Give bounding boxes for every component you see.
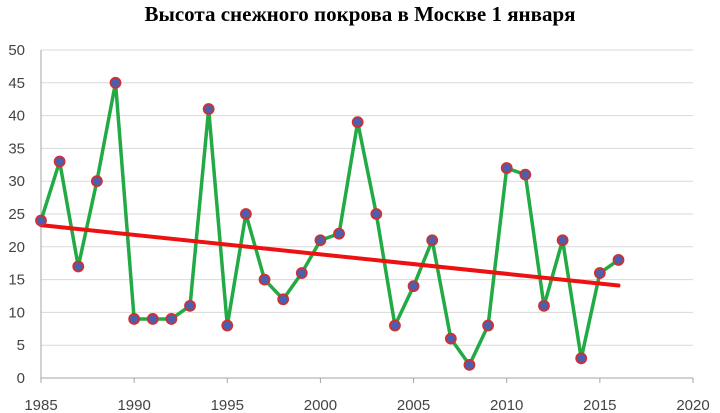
x-tick-label: 2010 (490, 397, 523, 413)
x-tick-label: 1990 (117, 397, 150, 413)
data-point (90, 175, 103, 188)
y-tick-label: 0 (17, 370, 25, 387)
data-point (612, 254, 625, 266)
data-point (500, 162, 513, 174)
y-tick-label: 25 (8, 206, 25, 223)
data-point (426, 234, 439, 247)
data-point (407, 280, 420, 293)
data-point (128, 313, 141, 325)
y-tick-label: 50 (8, 42, 25, 59)
y-tick-label: 15 (8, 272, 25, 289)
x-tick-label: 2000 (304, 397, 337, 413)
x-tick-label: 1985 (24, 397, 57, 413)
data-point (277, 293, 290, 306)
y-tick-label: 35 (8, 140, 25, 157)
data-point (35, 214, 47, 227)
y-tick-labels: 0 5 10 15 20 25 30 35 40 45 50 (8, 42, 25, 387)
y-tick-label: 45 (8, 75, 25, 92)
data-point (109, 76, 122, 89)
x-tick-label: 1995 (211, 397, 244, 413)
data-point (295, 267, 308, 279)
data-point (72, 260, 85, 273)
data-point (333, 227, 345, 240)
x-tick-label: 2015 (583, 397, 616, 413)
data-point (240, 208, 252, 220)
data-point (556, 234, 569, 247)
data-point (482, 319, 494, 332)
data-point (202, 103, 215, 115)
axes (40, 50, 694, 383)
data-point (184, 299, 196, 312)
data-point (593, 267, 606, 279)
data-point (575, 352, 588, 365)
data-point (258, 273, 271, 286)
data-point (538, 299, 550, 312)
series-layer (35, 76, 625, 371)
data-point (53, 155, 66, 168)
data-point (519, 168, 532, 181)
snow-depth-line (39, 81, 620, 367)
y-tick-label: 5 (17, 337, 25, 354)
data-point (444, 332, 457, 345)
data-point (370, 208, 383, 220)
gridlines (41, 49, 693, 346)
x-tick-label: 2005 (397, 397, 430, 413)
data-point (389, 319, 401, 332)
data-point (463, 358, 476, 371)
x-tick-label: 2020 (676, 397, 709, 413)
y-tick-label: 10 (8, 304, 25, 321)
x-tick-labels: 1985 1990 1995 2000 2005 2010 2015 2020 (24, 397, 709, 413)
trend-line (39, 223, 621, 288)
data-point (221, 319, 234, 332)
chart-title: Высота снежного покрова в Москве 1 январ… (144, 2, 576, 26)
data-point (351, 116, 364, 129)
y-tick-label: 20 (8, 239, 25, 256)
data-point (165, 313, 178, 325)
data-point (314, 234, 327, 247)
y-tick-label: 40 (8, 108, 25, 125)
y-tick-label: 30 (8, 173, 25, 190)
data-point (146, 313, 159, 325)
